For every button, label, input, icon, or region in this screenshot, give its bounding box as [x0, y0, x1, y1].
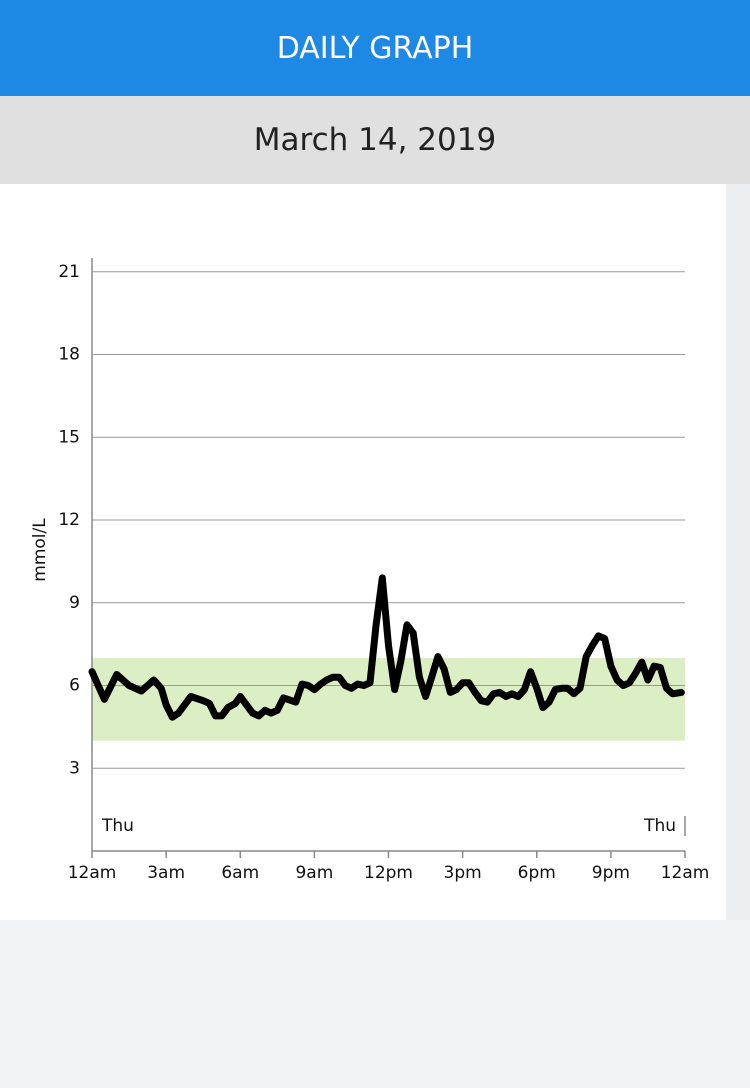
y-tick-label: 15: [58, 427, 80, 447]
date-label: March 14, 2019: [0, 96, 750, 184]
day-label: Thu: [643, 816, 676, 836]
y-tick-label: 21: [58, 262, 80, 282]
x-tick-label: 12pm: [364, 863, 413, 883]
x-tick-label: 3am: [147, 863, 185, 883]
x-tick-label: 6am: [221, 863, 259, 883]
y-tick-label: 3: [69, 758, 80, 778]
side-strip: [726, 184, 750, 920]
app-title: DAILY GRAPH: [0, 0, 750, 96]
x-tick-label: 3pm: [444, 863, 482, 883]
y-axis-label: mmol/L: [30, 518, 50, 582]
x-tick-label: 6pm: [518, 863, 556, 883]
x-tick-label: 12am: [68, 863, 117, 883]
y-tick-label: 12: [58, 510, 80, 530]
chart-card: [0, 184, 726, 920]
x-tick-label: 9pm: [592, 863, 630, 883]
y-tick-label: 9: [69, 593, 80, 613]
glucose-line: [88, 574, 685, 721]
day-label: Thu: [101, 816, 134, 836]
x-tick-label: 12am: [661, 863, 710, 883]
y-tick-label: 18: [58, 345, 80, 365]
x-tick-label: 9am: [295, 863, 333, 883]
y-tick-label: 6: [69, 676, 80, 696]
